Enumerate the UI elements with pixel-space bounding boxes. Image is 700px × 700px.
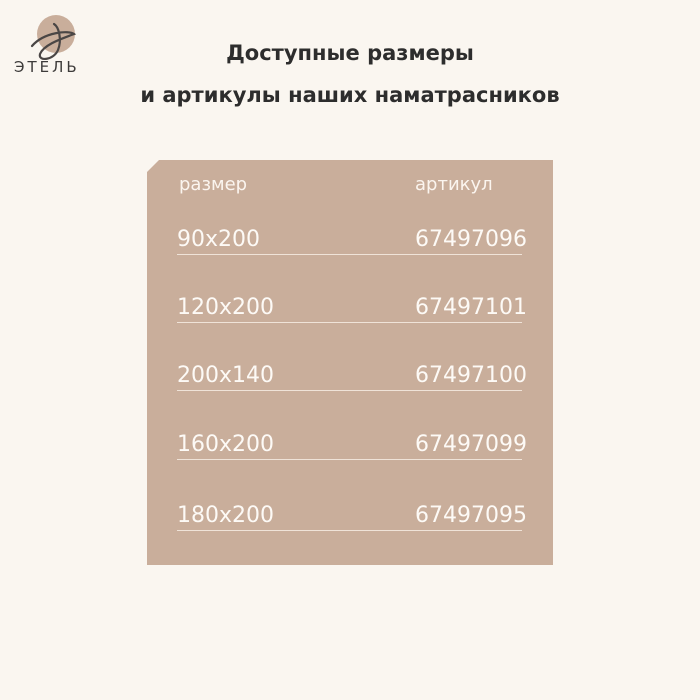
article-cell: 67497100	[415, 363, 527, 388]
table-row: 120x200 67497101	[177, 292, 527, 323]
header-article: артикул	[415, 174, 493, 195]
header-size: размер	[179, 174, 248, 195]
logo-text: ЭТЕЛЬ	[14, 58, 80, 76]
title-line-1: Доступные размеры	[226, 41, 474, 65]
sizes-table: размер артикул 90x200 67497096 120x200 674…	[147, 160, 553, 565]
article-cell: 67497095	[415, 503, 527, 528]
size-cell: 200x140	[177, 363, 275, 388]
table-row: 180x200 67497095	[177, 500, 527, 531]
size-cell: 120x200	[177, 295, 275, 320]
logo-icon	[30, 15, 77, 60]
article-cell: 67497099	[415, 432, 527, 457]
table-row: 200x140 67497100	[177, 360, 527, 391]
page-title: Доступные размеры и артикулы наших намат…	[0, 32, 700, 116]
size-cell: 90x200	[177, 227, 261, 252]
article-cell: 67497101	[415, 295, 527, 320]
size-cell: 160x200	[177, 432, 275, 457]
title-line-2: и артикулы наших наматрасников	[140, 83, 560, 107]
article-cell: 67497096	[415, 227, 527, 252]
table-row: 160x200 67497099	[177, 429, 527, 460]
size-cell: 180x200	[177, 503, 275, 528]
table-row: 90x200 67497096	[177, 224, 527, 255]
